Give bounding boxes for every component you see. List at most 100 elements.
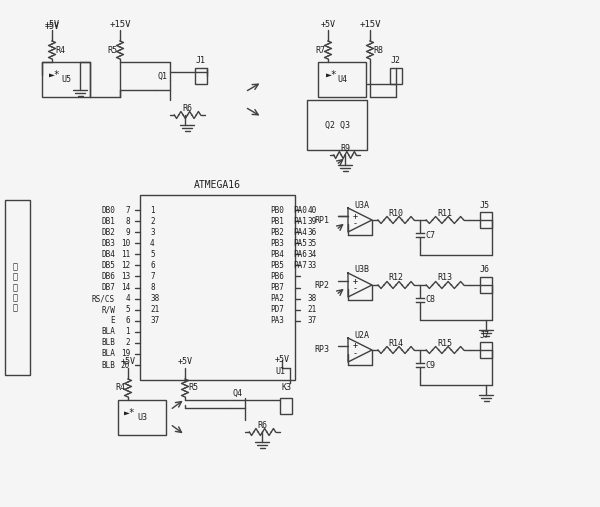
Text: 12: 12 [121, 261, 130, 270]
Text: +: + [353, 342, 358, 350]
Text: R12: R12 [389, 273, 404, 282]
Text: J5: J5 [480, 200, 490, 209]
Text: 5: 5 [125, 305, 130, 314]
Text: +5V: +5V [178, 357, 193, 367]
Text: R11: R11 [437, 208, 452, 218]
Bar [118, 400, 166, 435]
Text: Q2 Q3: Q2 Q3 [325, 121, 350, 129]
Bar [480, 277, 492, 293]
Text: +5V: +5V [44, 19, 59, 28]
Text: -: - [353, 284, 358, 294]
Text: RP3: RP3 [314, 345, 329, 354]
Text: 11: 11 [121, 250, 130, 259]
Text: 21: 21 [150, 305, 159, 314]
Text: 4: 4 [150, 239, 155, 248]
Text: ATMEGA16: ATMEGA16 [194, 180, 241, 190]
Text: ►*: ►* [49, 70, 61, 80]
Bar [480, 342, 492, 358]
Text: R5: R5 [107, 46, 117, 54]
Text: K3: K3 [281, 383, 291, 392]
Text: PA5: PA5 [293, 239, 307, 248]
Text: 液
晶
显
示
器: 液 晶 显 示 器 [13, 262, 17, 313]
Text: PA1: PA1 [293, 216, 307, 226]
Text: -: - [353, 220, 358, 229]
Text: DB6: DB6 [101, 272, 115, 281]
Text: U3B: U3B [355, 266, 370, 274]
Text: 38: 38 [308, 294, 317, 303]
Text: PA6: PA6 [293, 250, 307, 259]
Text: 7: 7 [125, 205, 130, 214]
Text: 38: 38 [150, 294, 159, 303]
Text: 9: 9 [125, 228, 130, 237]
Text: 35: 35 [308, 239, 317, 248]
Text: 6: 6 [125, 316, 130, 325]
Bar [5, 200, 30, 375]
Text: U3A: U3A [355, 200, 370, 209]
Text: 37: 37 [150, 316, 159, 325]
Text: J7: J7 [480, 331, 490, 340]
Text: 20: 20 [121, 360, 130, 370]
Text: DB2: DB2 [101, 228, 115, 237]
Text: R6: R6 [182, 103, 193, 113]
Text: PB5: PB5 [270, 261, 284, 270]
Text: 10: 10 [121, 239, 130, 248]
Text: DB4: DB4 [101, 250, 115, 259]
Text: Q1: Q1 [157, 71, 167, 81]
Text: R5: R5 [188, 383, 198, 392]
Text: C8: C8 [425, 296, 435, 305]
Text: 2: 2 [150, 216, 155, 226]
Text: R9: R9 [340, 143, 350, 153]
Text: 8: 8 [125, 216, 130, 226]
Bar [318, 62, 366, 97]
Text: R8: R8 [373, 46, 383, 54]
Text: PA0: PA0 [293, 205, 307, 214]
Text: R15: R15 [437, 339, 452, 347]
Text: +5V: +5V [121, 357, 136, 367]
Text: U5: U5 [61, 75, 71, 84]
Text: 33: 33 [308, 261, 317, 270]
Text: PA2: PA2 [270, 294, 284, 303]
Text: BLB: BLB [101, 360, 115, 370]
Text: +: + [353, 211, 358, 221]
Text: PB2: PB2 [270, 228, 284, 237]
Text: R10: R10 [389, 208, 404, 218]
Text: 7: 7 [150, 272, 155, 281]
Bar [280, 398, 292, 414]
Text: PA7: PA7 [293, 261, 307, 270]
Text: DB5: DB5 [101, 261, 115, 270]
Text: PB7: PB7 [270, 283, 284, 292]
Text: PA4: PA4 [293, 228, 307, 237]
Bar [390, 68, 402, 84]
Text: U3: U3 [137, 413, 147, 421]
Text: +5V: +5V [275, 355, 290, 365]
Text: 14: 14 [121, 283, 130, 292]
Text: DB1: DB1 [101, 216, 115, 226]
Text: PB4: PB4 [270, 250, 284, 259]
Text: +15V: +15V [109, 19, 131, 28]
Text: 37: 37 [308, 316, 317, 325]
Text: PB3: PB3 [270, 239, 284, 248]
Text: R4: R4 [55, 46, 65, 54]
Text: RS/CS: RS/CS [92, 294, 115, 303]
Bar [307, 100, 367, 150]
Text: 36: 36 [308, 228, 317, 237]
Text: +: + [353, 276, 358, 285]
Text: U4: U4 [337, 75, 347, 84]
Text: DB3: DB3 [101, 239, 115, 248]
Text: R7: R7 [315, 46, 325, 54]
Text: 2: 2 [125, 338, 130, 347]
Text: R14: R14 [389, 339, 404, 347]
Text: 34: 34 [308, 250, 317, 259]
Text: J1: J1 [196, 55, 206, 64]
Text: E: E [110, 316, 115, 325]
Text: PD7: PD7 [270, 305, 284, 314]
Text: 8: 8 [150, 283, 155, 292]
Text: U2A: U2A [355, 331, 370, 340]
Text: PB0: PB0 [270, 205, 284, 214]
Bar [195, 68, 207, 84]
Text: 5: 5 [150, 250, 155, 259]
Bar [42, 62, 90, 97]
Text: 6: 6 [150, 261, 155, 270]
Text: U1: U1 [275, 368, 285, 377]
Text: C7: C7 [425, 231, 435, 239]
